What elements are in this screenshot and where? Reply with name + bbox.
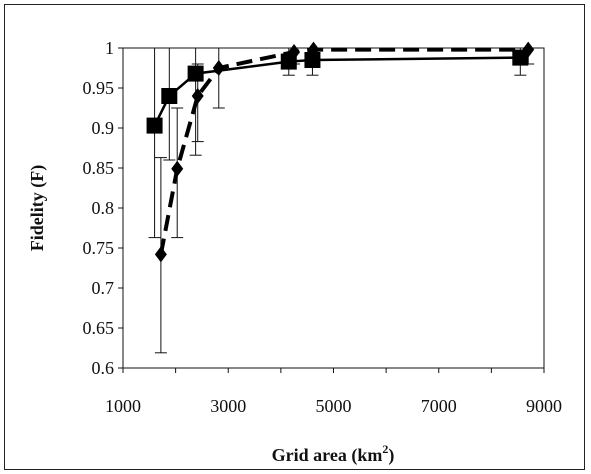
series-markers — [146, 41, 535, 263]
y-axis-title: Fidelity (F) — [27, 165, 48, 251]
chart-frame — [4, 4, 585, 470]
x-tick-label: 5000 — [316, 396, 352, 416]
diamond-marker — [307, 41, 320, 58]
diamond-marker — [171, 160, 184, 177]
diamond-marker — [522, 41, 535, 58]
x-tick-label: 3000 — [210, 396, 246, 416]
y-tick-label: 0.9 — [92, 118, 115, 138]
y-tick-label: 0.8 — [92, 198, 115, 218]
series-2-line — [158, 47, 529, 255]
x-axis-title: Grid area (km2) — [272, 442, 395, 466]
square-marker — [161, 88, 178, 104]
axes: 0.6 0.65 0.7 0.75 0.8 0.85 0.9 0.95 1 1000 3000 500… — [83, 38, 563, 416]
y-tick-label: 0.7 — [92, 278, 115, 298]
y-tick-label: 1 — [105, 38, 114, 58]
diamond-marker — [154, 246, 167, 263]
y-tick-label: 0.65 — [83, 318, 115, 338]
plot-area — [122, 47, 545, 369]
error-bars — [148, 48, 535, 354]
diamond-marker — [191, 88, 204, 104]
y-tick-label: 0.85 — [83, 158, 115, 178]
y-tick-label: 0.95 — [83, 78, 115, 98]
square-marker — [187, 65, 204, 82]
series-1-line — [153, 56, 521, 127]
square-marker — [304, 52, 321, 68]
x-tick-label: 1000 — [105, 396, 141, 416]
x-tick-label: 9000 — [526, 396, 562, 416]
series-lines — [153, 47, 529, 255]
diamond-marker — [212, 60, 225, 76]
x-tick-label: 7000 — [421, 396, 457, 416]
square-marker — [146, 117, 163, 134]
y-tick-label: 0.75 — [83, 238, 115, 258]
diamond-marker — [288, 44, 301, 60]
square-marker — [512, 49, 529, 66]
y-tick-label: 0.6 — [92, 358, 115, 378]
